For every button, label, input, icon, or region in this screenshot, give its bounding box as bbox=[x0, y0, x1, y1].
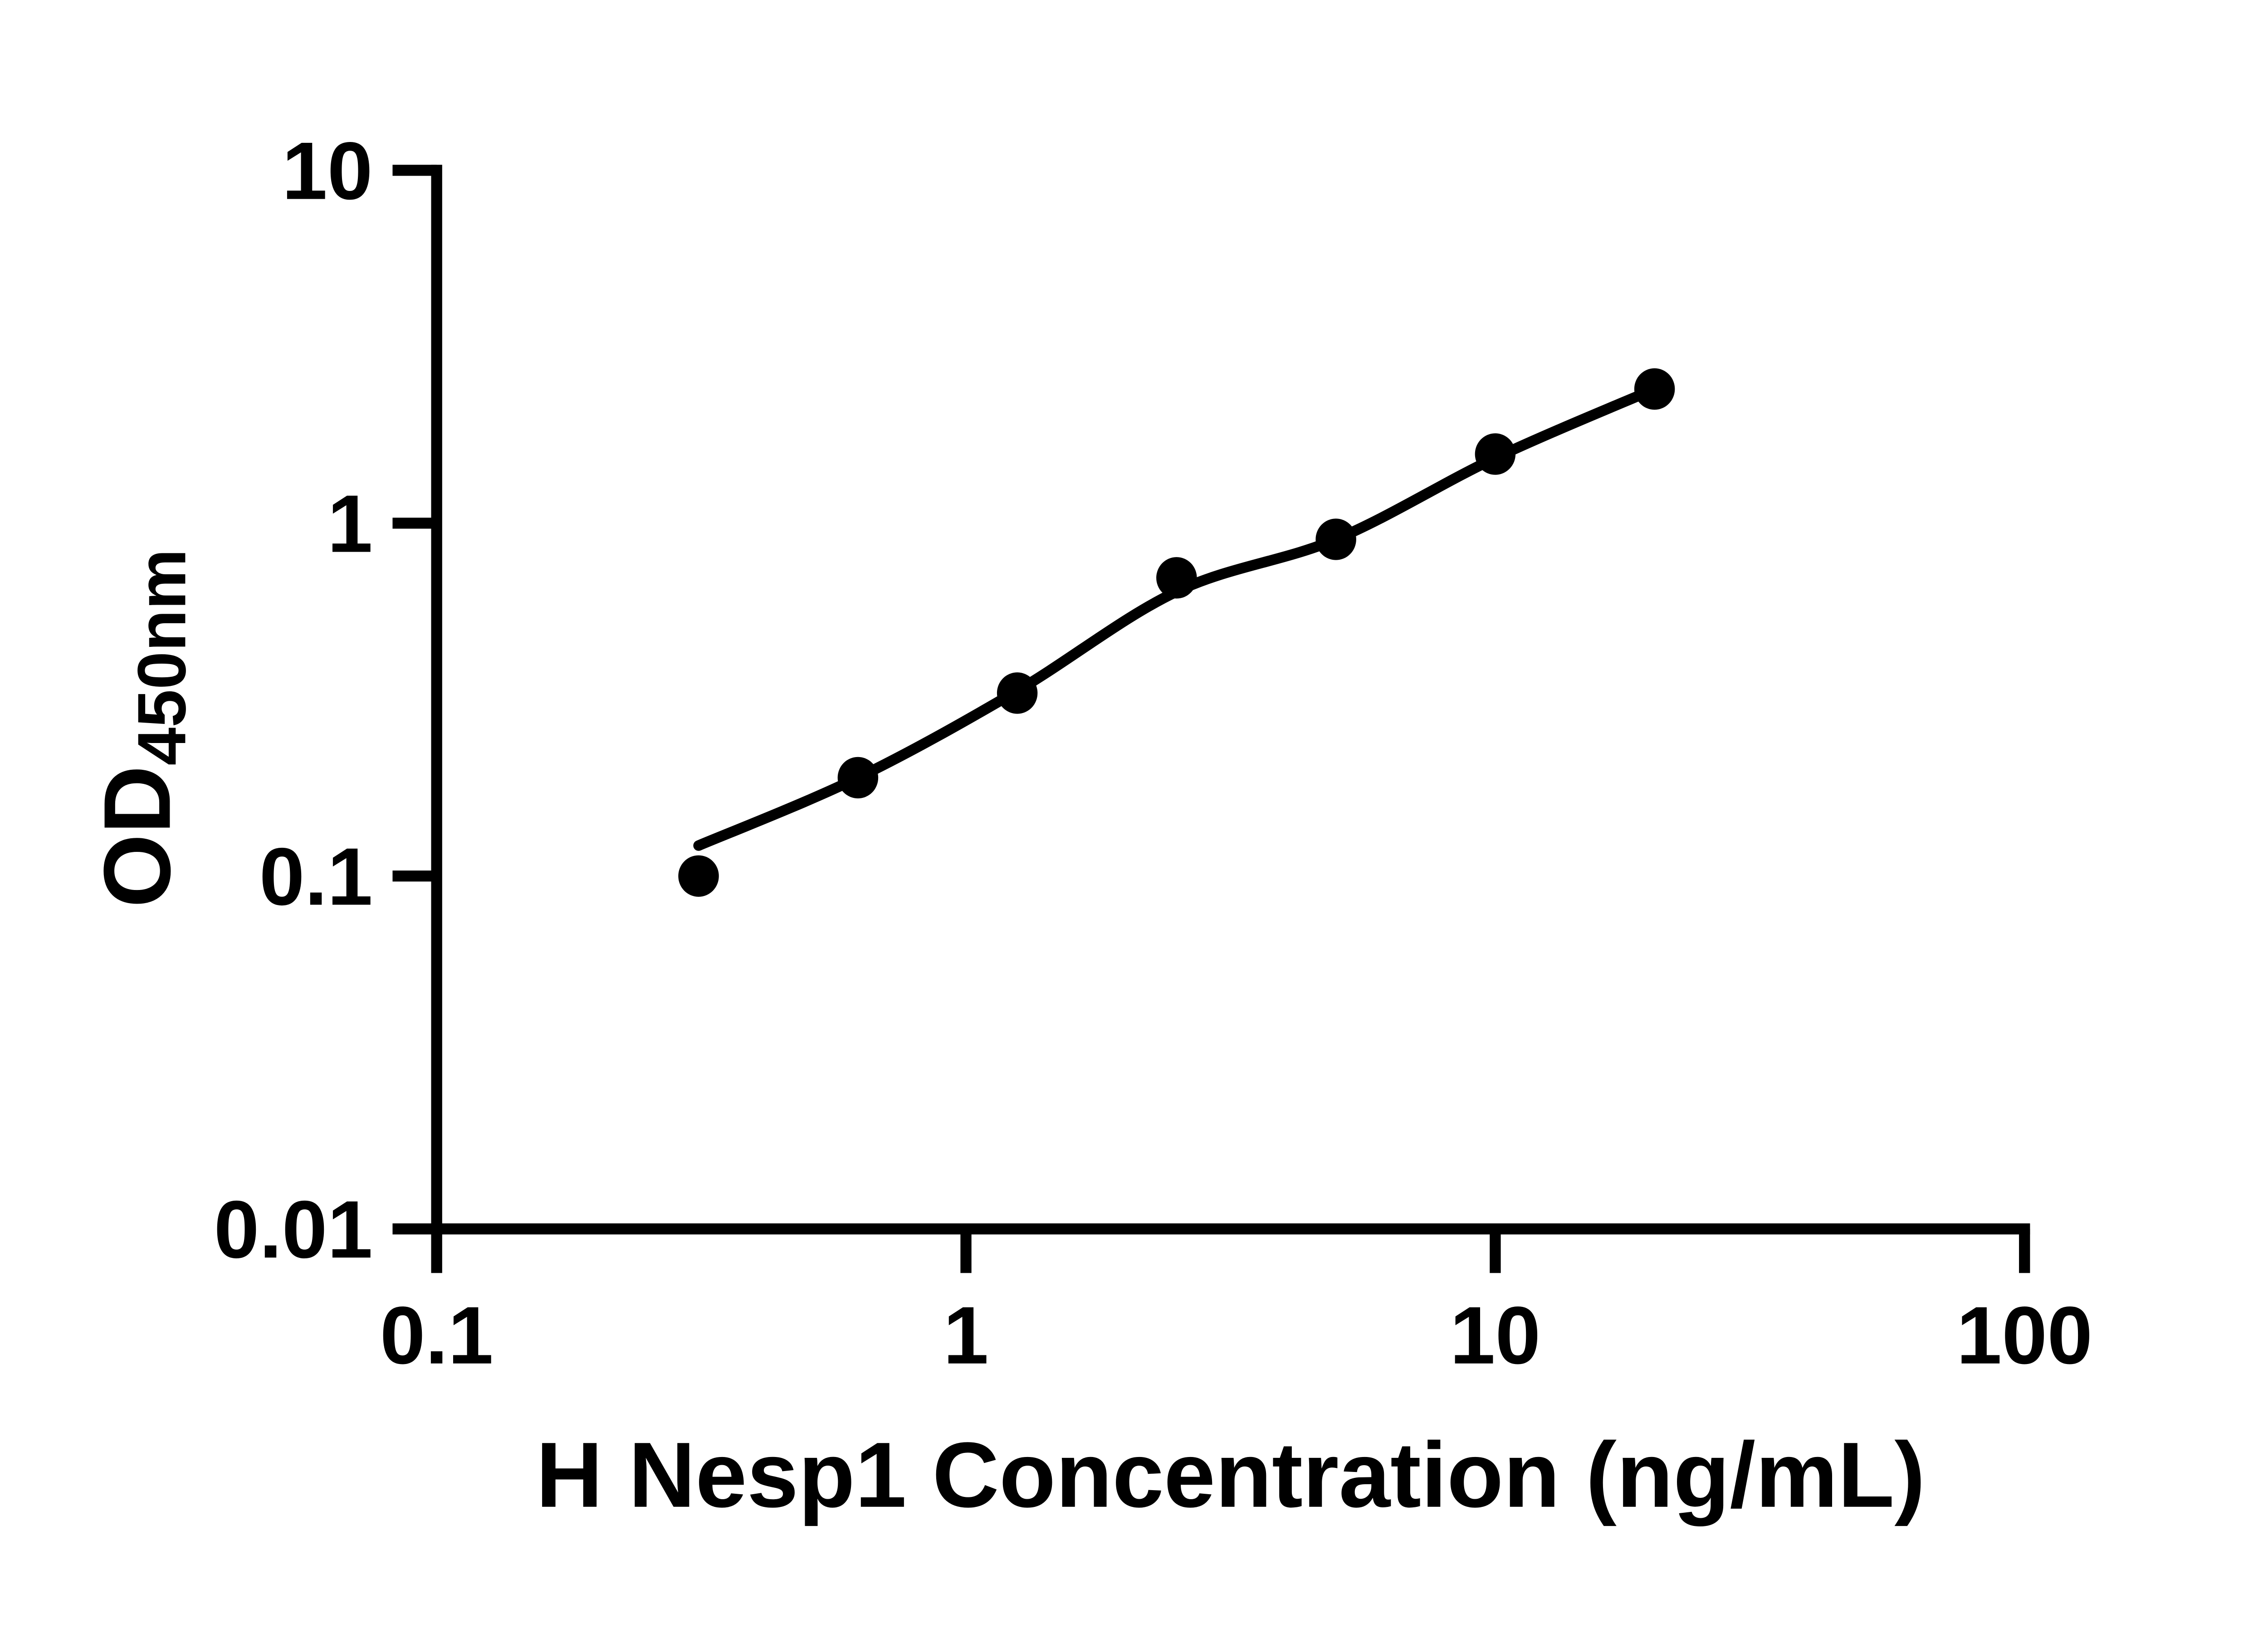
y-tick-label: 10 bbox=[282, 126, 373, 217]
y-tick-label: 1 bbox=[327, 479, 373, 570]
data-point bbox=[1315, 518, 1356, 560]
x-axis-ticks: 0.1 1 10 100 bbox=[380, 1229, 2092, 1381]
data-point bbox=[678, 855, 719, 897]
data-points bbox=[678, 368, 1675, 897]
data-point bbox=[1475, 433, 1516, 475]
chart-background bbox=[0, 22, 2268, 1611]
y-tick-label: 0.1 bbox=[259, 831, 373, 922]
y-axis-title: OD450nm bbox=[84, 549, 200, 908]
y-axis-title-main: OD bbox=[84, 765, 190, 908]
y-tick-label: 0.01 bbox=[214, 1184, 373, 1275]
x-tick-label: 1 bbox=[943, 1290, 988, 1381]
data-point bbox=[837, 757, 879, 799]
y-axis-ticks: 10 1 0.1 0.01 bbox=[214, 126, 437, 1275]
y-axis-title-subscript: 450nm bbox=[123, 549, 200, 766]
x-tick-label: 10 bbox=[1450, 1290, 1540, 1381]
x-axis-title: H Nesp1 Concentration (ng/mL) bbox=[536, 1423, 1925, 1527]
data-point bbox=[1156, 557, 1197, 599]
x-tick-label: 0.1 bbox=[380, 1290, 494, 1381]
x-tick-label: 100 bbox=[1956, 1290, 2092, 1381]
data-point bbox=[997, 672, 1038, 714]
data-point bbox=[1634, 368, 1675, 410]
